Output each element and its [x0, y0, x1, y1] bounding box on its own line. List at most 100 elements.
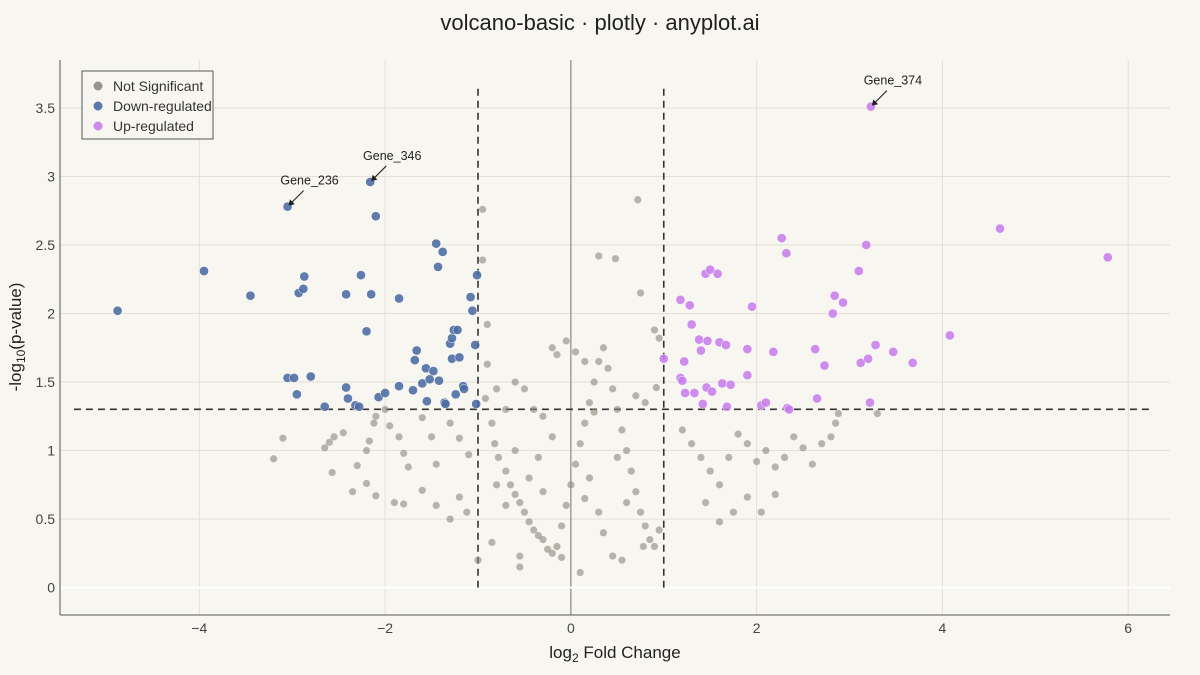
data-point-up-regulated [694, 334, 704, 345]
data-point-not-significant [530, 526, 538, 534]
y-tick-label: 3.5 [36, 100, 56, 116]
data-point-not-significant [370, 419, 378, 427]
data-point-not-significant [386, 422, 394, 430]
data-point-not-significant [715, 518, 724, 526]
data-point-down-regulated [292, 389, 302, 400]
data-point-not-significant [650, 326, 659, 334]
data-point-not-significant [270, 455, 278, 463]
data-point-up-regulated [702, 336, 713, 346]
data-point-not-significant [494, 453, 503, 462]
data-point-up-regulated [742, 370, 753, 381]
data-point-not-significant [395, 433, 403, 441]
data-point-up-regulated [725, 379, 736, 390]
data-point-not-significant [562, 501, 570, 509]
data-point-not-significant [576, 440, 584, 448]
data-point-not-significant [479, 256, 487, 264]
data-point-down-regulated [433, 262, 443, 272]
y-tick-label: 1 [47, 443, 55, 459]
data-point-down-regulated [341, 289, 351, 300]
data-point-not-significant [330, 433, 338, 441]
data-point-down-regulated [447, 333, 457, 344]
data-point-not-significant [571, 460, 580, 468]
data-point-up-regulated [675, 294, 686, 305]
data-point-not-significant [483, 320, 491, 329]
data-point-up-regulated [776, 233, 787, 243]
data-point-not-significant [525, 474, 533, 482]
data-point-up-regulated [697, 399, 708, 409]
data-point-down-regulated [431, 238, 442, 249]
data-point-not-significant [618, 426, 626, 434]
grid-lines [60, 60, 1170, 615]
data-point-not-significant [328, 468, 336, 477]
data-point-not-significant [534, 453, 542, 462]
legend-item-not-significant[interactable]: Not Significant [93, 78, 204, 94]
annotations: Gene_236 Gene_346 Gene_374 [280, 74, 922, 206]
data-point-down-regulated [112, 305, 123, 316]
data-point-up-regulated [853, 266, 864, 276]
x-tick-label: 2 [753, 620, 761, 636]
data-point-down-regulated [341, 382, 351, 393]
data-point-down-regulated [354, 401, 364, 412]
x-axis-title-rest: Fold Change [579, 643, 681, 662]
data-point-not-significant [571, 348, 580, 356]
data-point-up-regulated [870, 340, 881, 350]
data-point-not-significant [652, 383, 660, 392]
data-point-down-regulated [366, 289, 377, 300]
data-point-down-regulated [467, 305, 478, 316]
data-point-not-significant [372, 412, 380, 420]
data-point-not-significant [641, 398, 649, 407]
data-point-not-significant [520, 385, 529, 393]
data-point-down-regulated [428, 366, 439, 376]
data-point-not-significant [557, 522, 566, 530]
legend-item-down-regulated[interactable]: Down-regulated [93, 98, 212, 114]
data-point-down-regulated [450, 389, 461, 400]
y-tick-label: 1.5 [36, 374, 56, 390]
data-point-down-regulated [289, 373, 299, 383]
data-point-not-significant [634, 196, 642, 204]
data-point-up-regulated [680, 388, 690, 398]
data-point-not-significant [873, 409, 882, 418]
data-point-not-significant [585, 398, 594, 407]
data-point-not-significant [553, 351, 561, 359]
data-point-not-significant [576, 568, 584, 577]
data-point-not-significant [390, 499, 398, 507]
data-point-not-significant [595, 252, 603, 260]
data-point-down-regulated [437, 247, 448, 257]
data-point-not-significant [474, 556, 482, 564]
data-point-not-significant [590, 408, 598, 416]
data-point-not-significant [372, 492, 380, 500]
data-point-not-significant [790, 433, 798, 441]
data-point-not-significant [595, 357, 603, 366]
data-point-not-significant [511, 490, 519, 499]
y-axis-title-main: -log [6, 363, 25, 391]
data-point-not-significant [483, 360, 491, 368]
data-point-not-significant [491, 440, 499, 448]
legend-item-up-regulated[interactable]: Up-regulated [93, 118, 194, 134]
data-point-down-regulated [422, 396, 432, 407]
data-point-not-significant [548, 549, 556, 557]
data-point-not-significant [753, 457, 761, 466]
annotation-arrowhead [288, 199, 295, 206]
data-point-down-regulated [411, 345, 422, 356]
data-point-down-regulated [409, 355, 420, 365]
data-point-up-regulated [865, 397, 875, 408]
data-point-down-regulated [394, 381, 404, 391]
data-point-not-significant [325, 438, 333, 446]
data-point-not-significant [548, 433, 556, 441]
data-point-not-significant [636, 508, 645, 516]
x-tick-label: 0 [567, 620, 575, 636]
data-point-up-regulated [838, 297, 848, 308]
data-point-up-regulated [861, 240, 872, 250]
data-point-down-regulated [370, 211, 381, 222]
data-point-down-regulated [299, 271, 310, 282]
data-point-not-significant [544, 545, 552, 553]
data-point-up-regulated [761, 397, 771, 408]
data-point-up-regulated [677, 375, 688, 386]
data-point-not-significant [609, 385, 617, 393]
x-tick-label: −4 [191, 620, 207, 636]
legend[interactable]: Not Significant Down-regulated Up-regula… [81, 70, 214, 140]
data-point-down-regulated [452, 325, 463, 335]
data-point-not-significant [655, 526, 663, 534]
data-point-not-significant [516, 563, 524, 571]
data-point-not-significant [465, 451, 473, 459]
